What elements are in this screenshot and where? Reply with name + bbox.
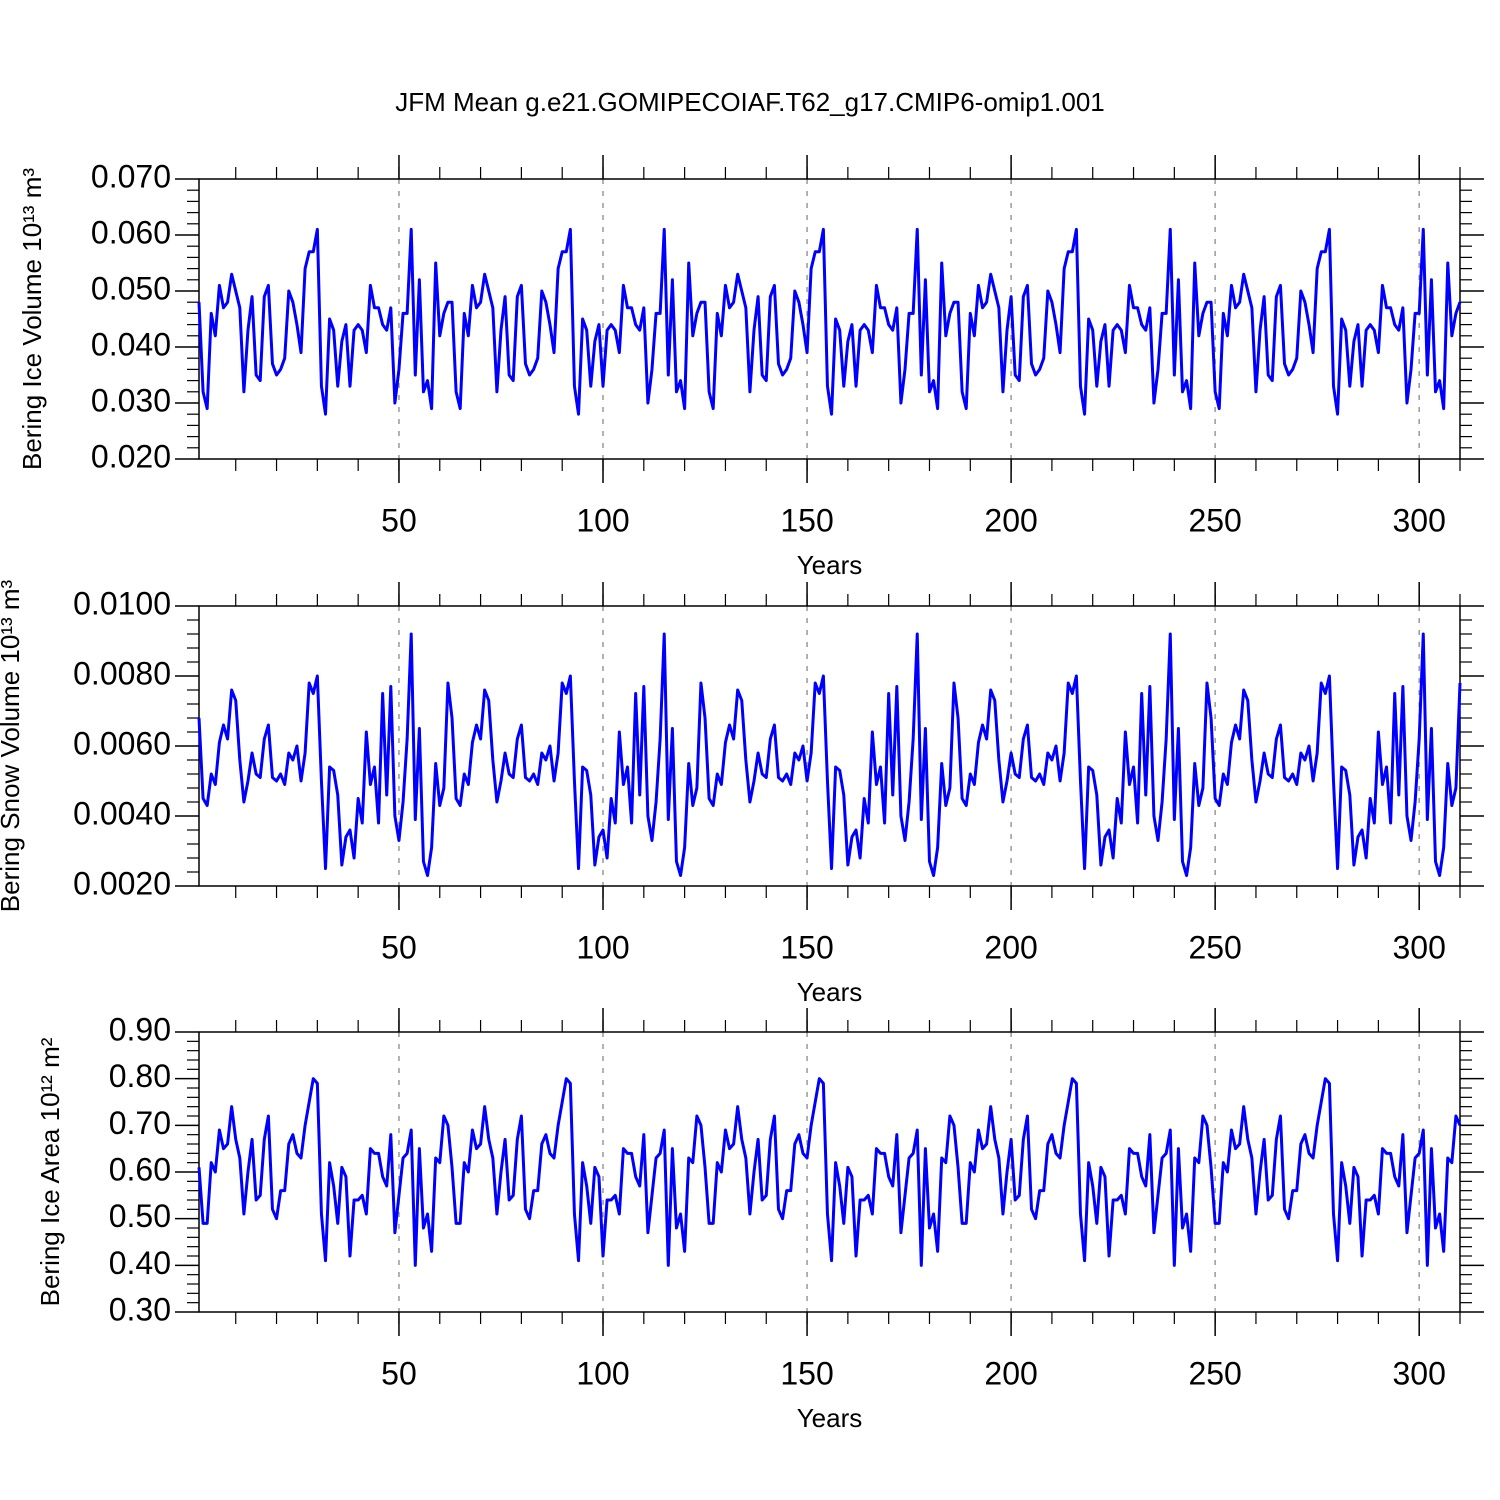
- y-tick-label: 0.030: [91, 382, 171, 418]
- y-tick-label: 0.30: [109, 1291, 171, 1327]
- x-tick-label: 200: [984, 929, 1037, 965]
- x-tick-label: 300: [1392, 502, 1445, 538]
- chart-title: JFM Mean g.e21.GOMIPECOIAF.T62_g17.CMIP6…: [395, 87, 1105, 117]
- x-tick-label: 100: [576, 502, 629, 538]
- data-line: [197, 1077, 1462, 1267]
- x-tick-label: 50: [381, 1355, 417, 1391]
- y-tick-label: 0.80: [109, 1058, 171, 1094]
- x-tick-label: 300: [1392, 929, 1445, 965]
- x-tick-label: 50: [381, 929, 417, 965]
- x-axis-label: Years: [797, 550, 863, 580]
- y-axis-label: Bering Snow Volume 10¹³ m³: [0, 579, 25, 912]
- y-tick-label: 0.020: [91, 438, 171, 474]
- y-tick-label: 0.60: [109, 1151, 171, 1187]
- x-tick-label: 150: [780, 502, 833, 538]
- y-tick-label: 0.0060: [73, 725, 171, 761]
- x-axis-label: Years: [797, 1403, 863, 1433]
- y-tick-label: 0.070: [91, 158, 171, 194]
- x-tick-label: 200: [984, 502, 1037, 538]
- x-tick-label: 250: [1188, 502, 1241, 538]
- y-tick-label: 0.70: [109, 1105, 171, 1141]
- x-tick-label: 100: [576, 1355, 629, 1391]
- y-tick-label: 0.90: [109, 1011, 171, 1047]
- x-tick-label: 50: [381, 502, 417, 538]
- y-tick-label: 0.50: [109, 1198, 171, 1234]
- y-tick-label: 0.060: [91, 214, 171, 250]
- x-tick-label: 150: [780, 1355, 833, 1391]
- y-tick-label: 0.0080: [73, 655, 171, 691]
- x-axis-label: Years: [797, 977, 863, 1007]
- data-line: [197, 227, 1462, 416]
- y-tick-label: 0.040: [91, 326, 171, 362]
- y-axis-label: Bering Ice Area 10¹² m²: [35, 1037, 65, 1306]
- data-line: [197, 632, 1462, 877]
- y-tick-label: 0.0100: [73, 585, 171, 621]
- y-axis-label: Bering Ice Volume 10¹³ m³: [17, 168, 47, 470]
- x-tick-label: 250: [1188, 929, 1241, 965]
- y-tick-label: 0.050: [91, 270, 171, 306]
- y-tick-label: 0.0020: [73, 865, 171, 901]
- x-tick-label: 200: [984, 1355, 1037, 1391]
- y-tick-label: 0.0040: [73, 795, 171, 831]
- x-tick-label: 150: [780, 929, 833, 965]
- x-tick-label: 300: [1392, 1355, 1445, 1391]
- x-tick-label: 250: [1188, 1355, 1241, 1391]
- y-tick-label: 0.40: [109, 1245, 171, 1281]
- x-tick-label: 100: [576, 929, 629, 965]
